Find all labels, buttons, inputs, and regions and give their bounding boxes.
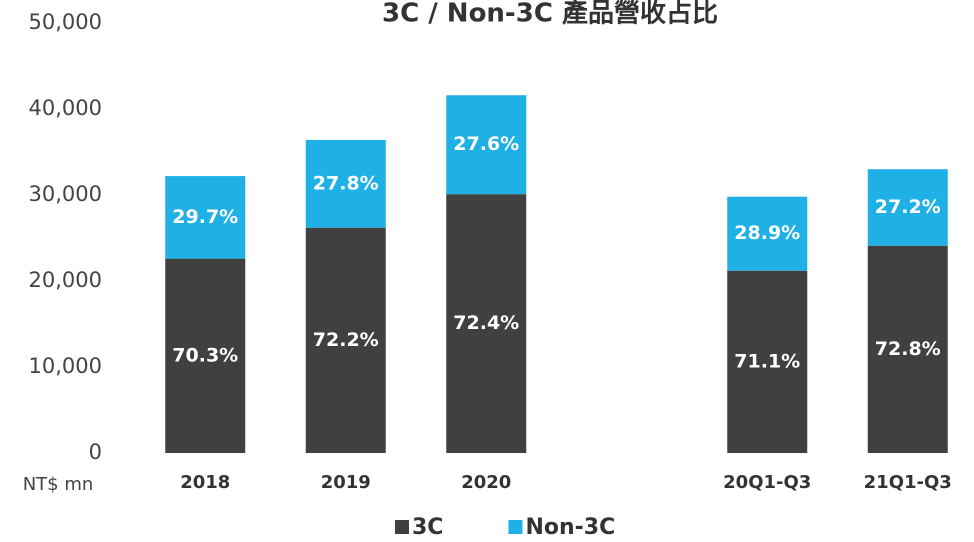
legend-swatch bbox=[395, 520, 409, 534]
y-tick-label: 50,000 bbox=[29, 10, 102, 34]
bar-label: 72.8% bbox=[875, 338, 941, 360]
bar-segment bbox=[867, 169, 948, 246]
bar-segment bbox=[305, 227, 386, 453]
bar-label: 27.2% bbox=[875, 196, 941, 218]
y-tick-label: 40,000 bbox=[29, 96, 102, 120]
bar-segment bbox=[305, 139, 386, 228]
bar-segment bbox=[446, 194, 527, 453]
bar-segment bbox=[727, 196, 808, 271]
chart-title: 3C / Non-3C 產品營收占比 bbox=[382, 0, 718, 29]
x-tick-label: 2020 bbox=[461, 472, 511, 493]
bar-label: 70.3% bbox=[172, 344, 238, 366]
legend-swatch bbox=[508, 520, 523, 534]
y-tick-label: 30,000 bbox=[29, 182, 102, 206]
bar-segment bbox=[446, 95, 527, 195]
bar-label: 27.8% bbox=[313, 172, 379, 194]
x-tick-label: 2019 bbox=[321, 472, 371, 493]
bar-label: 71.1% bbox=[734, 350, 800, 372]
bar-label: 72.4% bbox=[453, 312, 519, 334]
bar-segment bbox=[165, 176, 246, 259]
bar-segment bbox=[727, 270, 808, 453]
x-tick-label: 20Q1-Q3 bbox=[723, 472, 811, 493]
x-tick-label: 21Q1-Q3 bbox=[864, 472, 952, 493]
bar-label: 27.6% bbox=[453, 133, 519, 155]
y-tick-label: 0 bbox=[89, 440, 102, 464]
x-tick-label: 2018 bbox=[180, 472, 230, 493]
y-tick-label: 20,000 bbox=[29, 268, 102, 292]
bar-segment bbox=[165, 258, 246, 453]
bar-segment bbox=[867, 245, 948, 453]
bar-label: 28.9% bbox=[734, 222, 800, 244]
legend-label: Non-3C bbox=[525, 515, 615, 540]
y-tick-label: 10,000 bbox=[29, 354, 102, 378]
legend-label: 3C bbox=[412, 515, 443, 540]
y-axis-title: NT$ mn bbox=[23, 474, 94, 495]
bar-label: 29.7% bbox=[172, 206, 238, 228]
bar-label: 72.2% bbox=[313, 329, 379, 351]
